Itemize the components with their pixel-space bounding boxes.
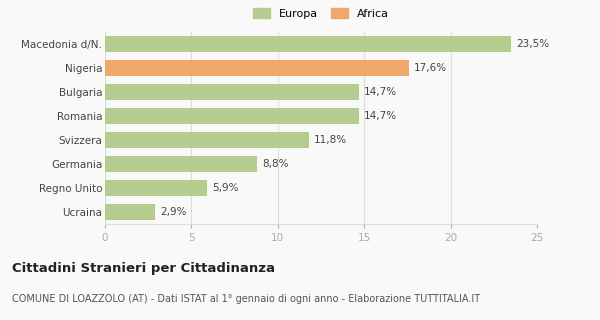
Text: COMUNE DI LOAZZOLO (AT) - Dati ISTAT al 1° gennaio di ogni anno - Elaborazione T: COMUNE DI LOAZZOLO (AT) - Dati ISTAT al …: [12, 294, 480, 304]
Bar: [105, 180, 207, 196]
Bar: [105, 132, 309, 148]
Text: 17,6%: 17,6%: [415, 63, 448, 73]
Bar: [105, 204, 155, 220]
Text: 11,8%: 11,8%: [314, 135, 347, 145]
Text: 5,9%: 5,9%: [212, 183, 239, 193]
Bar: [105, 156, 257, 172]
Text: 14,7%: 14,7%: [364, 87, 397, 97]
Text: 14,7%: 14,7%: [364, 111, 397, 121]
Bar: [105, 60, 409, 76]
Bar: [105, 84, 359, 100]
Text: 8,8%: 8,8%: [262, 159, 289, 169]
Text: 2,9%: 2,9%: [160, 207, 187, 217]
Legend: Europa, Africa: Europa, Africa: [250, 5, 392, 23]
Text: Cittadini Stranieri per Cittadinanza: Cittadini Stranieri per Cittadinanza: [12, 262, 275, 276]
Bar: [105, 108, 359, 124]
Bar: [105, 36, 511, 52]
Text: 23,5%: 23,5%: [516, 39, 550, 49]
